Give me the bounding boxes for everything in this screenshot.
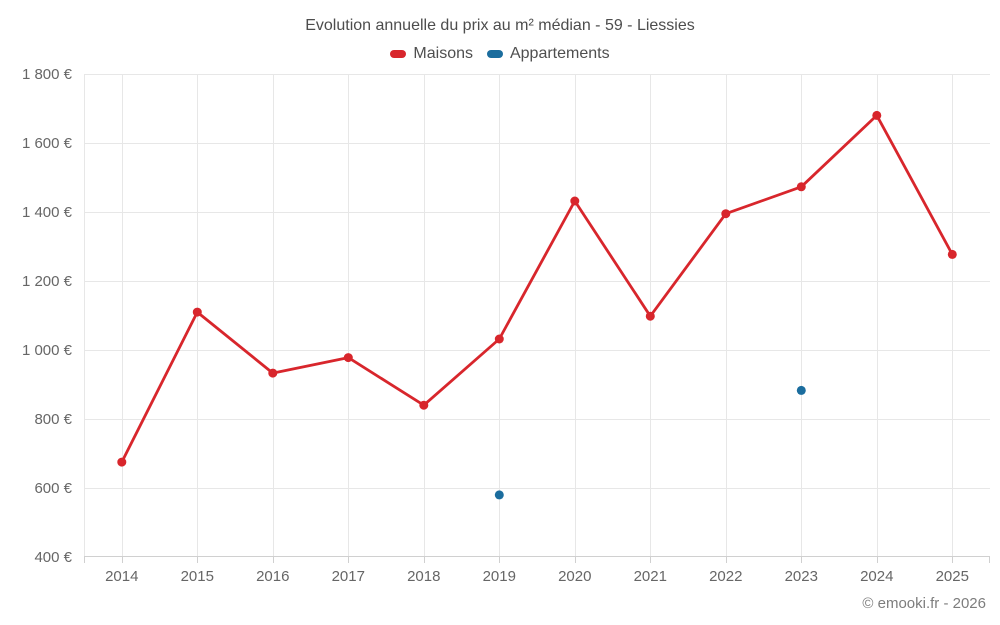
legend-label: Appartements: [509, 45, 610, 62]
x-tick-label: 2014: [105, 568, 139, 585]
y-tick-label: 1 800 €: [21, 65, 72, 83]
plot-area: [84, 74, 990, 563]
y-tick-label: 1 000 €: [21, 341, 72, 359]
x-tick-label: 2022: [709, 568, 743, 585]
y-tick-label: 800 €: [34, 410, 72, 428]
data-point-maisons[interactable]: [419, 400, 429, 410]
legend-item-appartements[interactable]: Appartements: [486, 45, 610, 63]
y-tick-label: 400 €: [34, 548, 72, 566]
x-tick-label: 2019: [482, 568, 516, 585]
legend-marker-maisons: [390, 50, 407, 58]
x-tick-label: 2023: [784, 568, 818, 585]
y-tick-label: 600 €: [34, 479, 72, 497]
x-tick-label: 2017: [331, 568, 365, 585]
data-point-maisons[interactable]: [645, 311, 655, 321]
x-tick-label: 2015: [180, 568, 214, 585]
legend-marker-appartements: [486, 50, 503, 58]
chart-legend: Maisons Appartements: [0, 45, 1000, 63]
data-point-maisons[interactable]: [947, 249, 957, 259]
chart-canvas: [84, 74, 990, 563]
x-tick-label: 2016: [256, 568, 290, 585]
series-line-maisons: [120, 114, 954, 463]
data-point-appartements[interactable]: [796, 385, 806, 395]
x-tick-label: 2021: [633, 568, 667, 585]
y-tick-label: 1 400 €: [21, 203, 72, 221]
data-point-maisons[interactable]: [796, 182, 806, 192]
copyright-label: © emooki.fr - 2026: [862, 595, 986, 612]
data-point-appartements[interactable]: [494, 490, 504, 500]
y-tick-label: 1 200 €: [21, 272, 72, 290]
legend-label: Maisons: [413, 45, 473, 62]
x-tick-label: 2018: [407, 568, 441, 585]
data-point-maisons[interactable]: [192, 307, 202, 317]
x-tick-label: 2024: [860, 568, 894, 585]
data-point-maisons[interactable]: [117, 457, 127, 467]
data-point-maisons[interactable]: [494, 334, 504, 344]
y-tick-label: 1 600 €: [21, 134, 72, 152]
x-tick-label: 2025: [935, 568, 969, 585]
x-tick-label: 2020: [558, 568, 592, 585]
data-point-maisons[interactable]: [721, 209, 731, 219]
data-point-maisons[interactable]: [570, 196, 580, 206]
chart-title: Evolution annuelle du prix au m² médian …: [305, 17, 695, 34]
data-point-maisons[interactable]: [872, 110, 882, 120]
data-point-maisons[interactable]: [268, 368, 278, 378]
legend-item-maisons[interactable]: Maisons: [390, 45, 473, 63]
data-point-maisons[interactable]: [343, 353, 353, 363]
